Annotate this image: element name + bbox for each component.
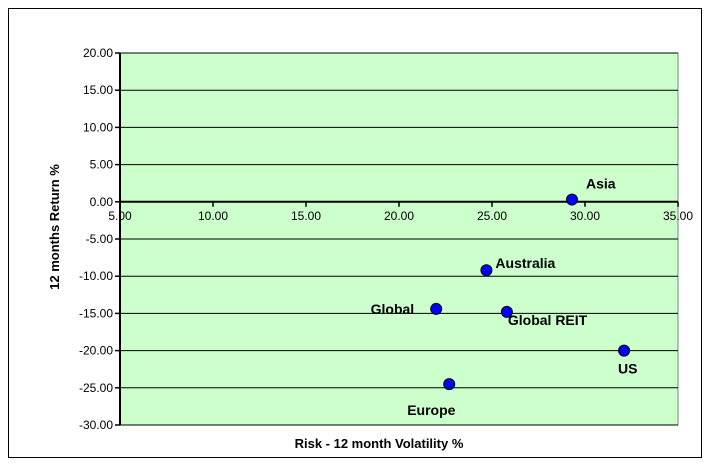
x-axis-title: Risk - 12 month Volatility % bbox=[295, 436, 464, 451]
chart-frame: 20.00 15.00 10.00 5.00 0.00 -5.00 -10.00 -15.00… bbox=[8, 8, 702, 458]
point-label-us: US bbox=[618, 361, 637, 377]
data-point-global bbox=[430, 302, 443, 315]
tick-labels: 20.0015.0010.005.000.00-5.00-10.00-15.00… bbox=[79, 46, 693, 432]
y-tick-label: -5.00 bbox=[86, 232, 114, 246]
point-label-europe: Europe bbox=[407, 402, 455, 418]
y-tick-label: -15.00 bbox=[79, 306, 113, 320]
data-point-europe bbox=[443, 378, 456, 391]
point-label-global: Global bbox=[371, 301, 415, 317]
x-tick-label: 25.00 bbox=[477, 209, 507, 223]
point-label-australia: Australia bbox=[495, 255, 555, 271]
y-axis-title: 12 months Return % bbox=[47, 164, 62, 290]
y-tick-label: -20.00 bbox=[79, 344, 113, 358]
x-tick-label: 5.00 bbox=[108, 209, 132, 223]
gridlines bbox=[120, 52, 678, 426]
x-tick-label: 20.00 bbox=[384, 209, 414, 223]
x-tick-label: 35.00 bbox=[663, 209, 693, 223]
y-tick-label: 0.00 bbox=[90, 195, 114, 209]
data-point-asia bbox=[565, 193, 578, 206]
data-point-australia bbox=[480, 264, 493, 277]
y-tick-label: 20.00 bbox=[83, 46, 113, 60]
point-label-global-reit: Global REIT bbox=[508, 312, 588, 328]
y-tick-label: -30.00 bbox=[79, 418, 113, 432]
y-tick-label: 5.00 bbox=[90, 158, 114, 172]
y-tick-label: -25.00 bbox=[79, 381, 113, 395]
x-tick-label: 30.00 bbox=[570, 209, 600, 223]
y-tick-label: -10.00 bbox=[79, 269, 113, 283]
data-point-us bbox=[618, 344, 631, 357]
data-point-global-reit bbox=[500, 305, 513, 318]
x-tick-label: 15.00 bbox=[291, 209, 321, 223]
scatter-chart: 20.0015.0010.005.000.00-5.00-10.00-15.00… bbox=[47, 46, 693, 451]
data-points: Asia Australia Global Global REIT US Europe bbox=[371, 176, 638, 419]
y-tick-label: 10.00 bbox=[83, 120, 113, 134]
axes bbox=[115, 52, 679, 426]
y-tick-label: 15.00 bbox=[83, 83, 113, 97]
x-tick-label: 10.00 bbox=[198, 209, 228, 223]
point-label-asia: Asia bbox=[586, 176, 616, 192]
